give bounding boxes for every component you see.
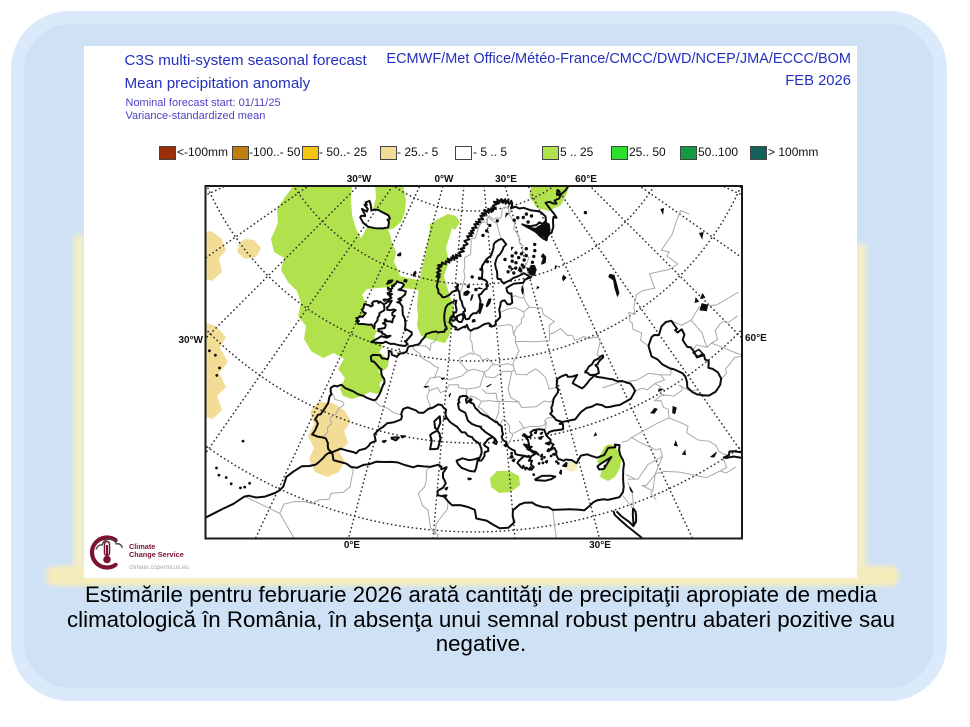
svg-text:60°E: 60°E	[745, 333, 767, 344]
svg-text:0°E: 0°E	[344, 540, 361, 551]
svg-text:30°W: 30°W	[178, 335, 203, 346]
svg-text:30°E: 30°E	[495, 174, 517, 185]
svg-text:0°W: 0°W	[435, 174, 455, 185]
svg-text:60°E: 60°E	[575, 174, 597, 185]
svg-text:30°E: 30°E	[589, 540, 611, 551]
svg-text:30°W: 30°W	[347, 174, 372, 185]
